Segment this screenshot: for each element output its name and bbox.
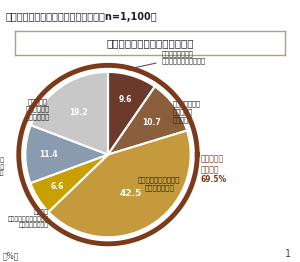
Wedge shape: [26, 125, 108, 183]
Text: コーヒーが
好き・計
69.5%: コーヒーが 好き・計 69.5%: [200, 155, 227, 184]
Text: 好きで、市販のものを
よく飲んでいる: 好きで、市販のものを よく飲んでいる: [138, 176, 181, 191]
Text: 1: 1: [285, 249, 291, 259]
Text: 好きだが
カフェインの摂りすぎを
考えて控えている: 好きだが カフェインの摂りすぎを 考えて控えている: [7, 210, 49, 228]
Text: 飲むが、
眠気覚ましや気分転換・
カフェイン摂取が目的: 飲むが、 眠気覚ましや気分転換・ カフェイン摂取が目的: [0, 158, 5, 176]
Wedge shape: [49, 130, 190, 237]
Text: 10.7: 10.7: [142, 118, 161, 127]
Text: コーヒーの飲み方（単一回答）: コーヒーの飲み方（単一回答）: [106, 38, 194, 48]
Text: ＜図１＞　普段のコーヒーの飲み方（n=1,100）: ＜図１＞ 普段のコーヒーの飲み方（n=1,100）: [6, 12, 158, 22]
Text: 6.6: 6.6: [51, 182, 64, 191]
Text: （%）: （%）: [2, 251, 19, 260]
Wedge shape: [108, 72, 155, 155]
Text: 好きで、豆選びや
淹れ方にこだわりがある: 好きで、豆選びや 淹れ方にこだわりがある: [127, 50, 206, 70]
Wedge shape: [108, 86, 187, 155]
Text: 42.5: 42.5: [120, 189, 142, 198]
Text: 19.2: 19.2: [70, 108, 88, 117]
Text: 好きなカフェや
メーカー・
銘柄がある: 好きなカフェや メーカー・ 銘柄がある: [172, 101, 200, 123]
Text: 9.6: 9.6: [118, 95, 132, 104]
Text: コーヒーは
好きではない
（飲めない）: コーヒーは 好きではない （飲めない）: [26, 98, 50, 120]
Wedge shape: [30, 155, 108, 212]
Text: 11.4: 11.4: [39, 150, 58, 159]
Wedge shape: [31, 72, 108, 155]
